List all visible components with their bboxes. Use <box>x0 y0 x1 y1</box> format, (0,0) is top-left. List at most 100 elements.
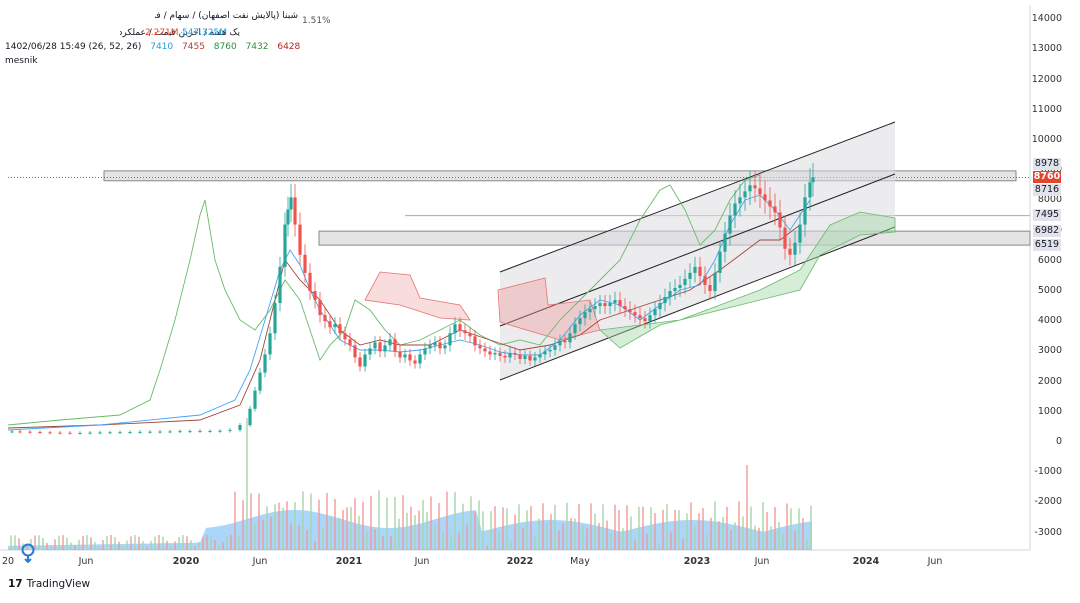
volume-bar <box>310 493 312 550</box>
candle-body <box>403 354 407 358</box>
chart-subtitle: یک هفته / اخرین قیمت / عملکردی <box>120 28 240 38</box>
candle-body <box>723 233 727 252</box>
volume-bar <box>614 504 616 550</box>
volume-bar <box>442 532 444 550</box>
volume-bar <box>606 520 608 550</box>
candle-body <box>363 354 367 367</box>
candle-body <box>228 429 232 431</box>
volume-bar <box>678 510 680 550</box>
volume-bar <box>438 503 440 550</box>
volume-bar <box>618 509 620 550</box>
candle-body <box>258 372 262 391</box>
candle-body <box>478 345 482 349</box>
candle-body <box>603 303 607 307</box>
candle-body <box>808 182 812 198</box>
volume-bar <box>650 507 652 550</box>
price-tag: 6982 <box>1033 225 1061 237</box>
candle-body <box>658 303 662 310</box>
volume-bar <box>130 536 132 550</box>
volume-bar <box>262 519 264 550</box>
volume-bar <box>158 535 160 550</box>
volume-bar <box>390 535 392 550</box>
candle-body <box>38 432 42 434</box>
price-axis-label: 6000 <box>1037 254 1062 266</box>
volume-value: 2.271M <box>145 28 179 38</box>
logo-text: TradingView <box>26 578 91 590</box>
indicator-toggle-icon[interactable] <box>20 543 36 563</box>
volume-bar <box>174 541 176 550</box>
tradingview-logo[interactable]: 17 TradingView <box>8 578 90 590</box>
volume-bar <box>810 505 812 550</box>
volume-bar <box>238 535 240 550</box>
candle-body <box>48 432 52 434</box>
volume-bar <box>94 542 96 550</box>
candle-body <box>68 432 72 434</box>
volume-bar <box>746 465 748 550</box>
candle-body <box>713 272 717 291</box>
candle-body <box>613 300 617 304</box>
volume-bar <box>334 498 336 550</box>
candle-body <box>538 354 542 358</box>
volume-bar <box>402 495 404 550</box>
candle-body <box>758 188 762 195</box>
candle-body <box>388 339 392 346</box>
volume-bar <box>354 498 356 550</box>
volume-bar <box>222 542 224 550</box>
volume-bar <box>286 501 288 550</box>
volume-bar <box>154 536 156 550</box>
volume-bar <box>418 510 420 550</box>
volume-bar <box>622 528 624 550</box>
volume-bar <box>474 511 476 550</box>
time-axis-label: 2023 <box>683 556 711 567</box>
volume-bar <box>166 540 168 550</box>
candle-body <box>518 354 522 359</box>
candle-body <box>393 339 397 352</box>
volume-bar <box>242 500 244 550</box>
volume-bar <box>298 524 300 550</box>
volume-bar <box>794 531 796 550</box>
candle-body <box>463 330 467 334</box>
volume-bar <box>434 525 436 550</box>
price-axis-label: 1000 <box>1037 405 1062 417</box>
candle-body <box>493 352 497 355</box>
candle-body <box>583 312 587 319</box>
candle-body <box>718 251 722 273</box>
volume-bar <box>54 539 56 550</box>
volume-bar <box>10 535 12 550</box>
volume-bar <box>206 535 208 550</box>
volume-bar <box>450 534 452 550</box>
candle-body <box>623 306 627 310</box>
volume-bar <box>702 508 704 550</box>
indicator-label: 1402/06/28 15:49 (26, 52, 26) <box>5 42 142 52</box>
volume-bar <box>630 516 632 550</box>
indicator-legend[interactable]: 1402/06/28 15:49 (26, 52, 26) 7410 7455 … <box>5 41 306 53</box>
volume-bar <box>714 501 716 550</box>
volume-bar <box>590 503 592 550</box>
time-axis-label: May <box>570 556 590 567</box>
volume-bar <box>802 518 804 550</box>
volume-bar <box>482 511 484 550</box>
volume-bar <box>602 504 604 550</box>
candle-body <box>283 224 287 267</box>
time-axis-label: 2024 <box>852 556 880 567</box>
candle-body <box>248 408 252 426</box>
volume-bar <box>234 491 236 550</box>
candle-body <box>383 345 387 352</box>
candle-body <box>508 352 512 358</box>
volume-bar <box>658 543 660 550</box>
candle-body <box>408 354 412 361</box>
candle-body <box>18 431 22 433</box>
candle-body <box>643 318 647 322</box>
price-axis-label: 11000 <box>1031 103 1062 115</box>
candle-body <box>238 425 242 430</box>
candle-body <box>118 432 122 434</box>
volume-bar <box>186 536 188 550</box>
candle-body <box>773 206 777 213</box>
volume-bar <box>322 527 324 550</box>
volume-bar <box>490 511 492 550</box>
symbol-title[interactable]: شبنا (پالایش نفت اصفهان) / سهام / فراورد… <box>155 11 298 21</box>
volume-bar <box>782 533 784 550</box>
volume-bar <box>294 502 296 550</box>
